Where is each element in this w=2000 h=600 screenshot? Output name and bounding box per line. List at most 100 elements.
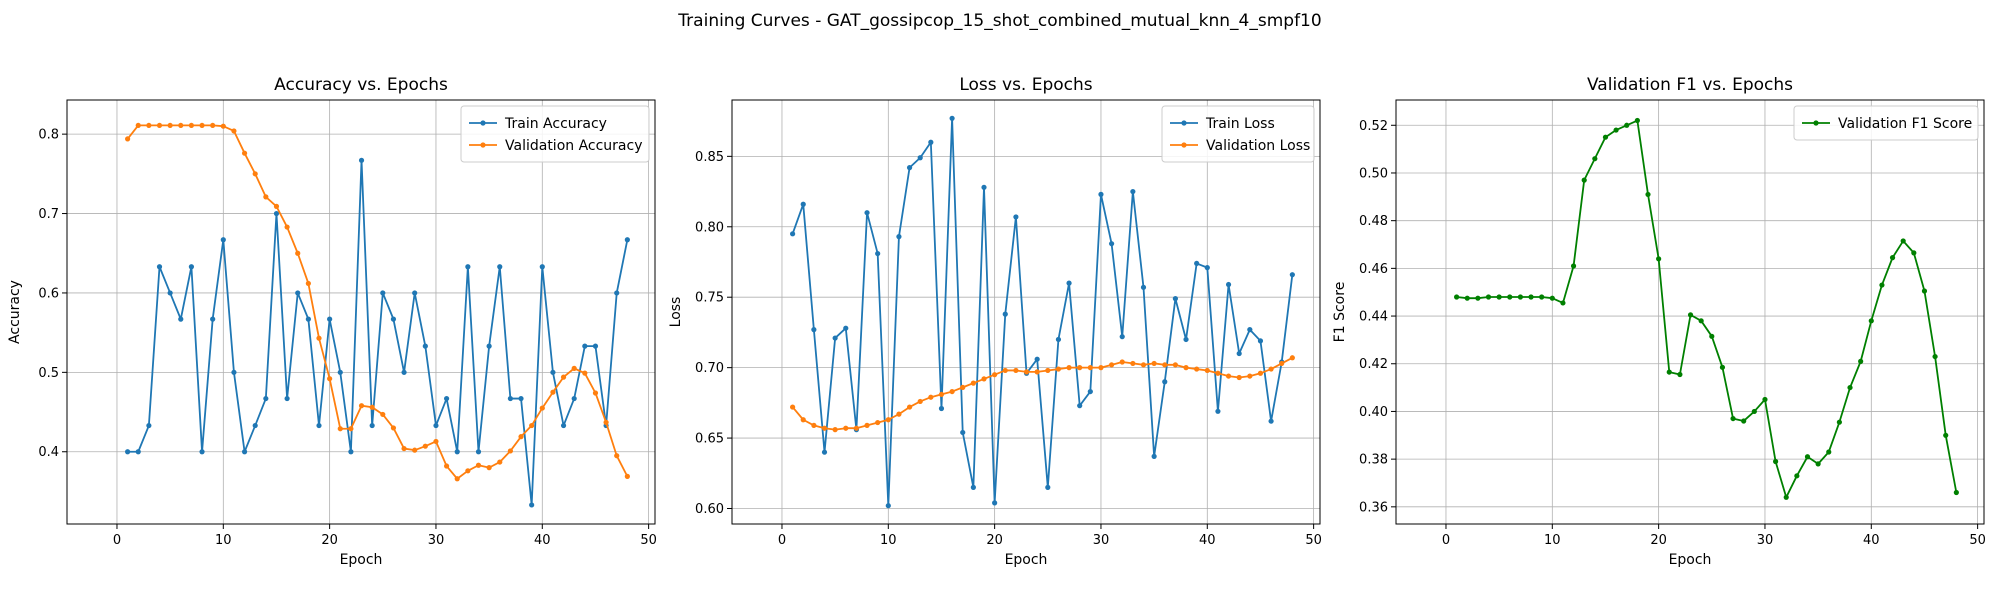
y-tick-label: 0.80 bbox=[695, 220, 724, 235]
data-point bbox=[800, 201, 806, 207]
data-point bbox=[550, 389, 556, 395]
data-point bbox=[1634, 117, 1640, 124]
data-point bbox=[241, 150, 248, 156]
data-point bbox=[125, 449, 131, 455]
legend: Train Accuracy Validation Accuracy bbox=[460, 105, 650, 163]
data-point bbox=[1183, 365, 1189, 371]
data-point bbox=[1279, 360, 1285, 367]
data-point bbox=[1172, 362, 1178, 368]
subplot-3: 0 10 20 30 40 50 0.36 0.38 0.40 0.42 0.44 0.46 0.48 0… bbox=[1332, 75, 1986, 568]
figure-title: Training Curves - GAT_gossipcop_15_shot_… bbox=[677, 11, 1321, 31]
data-point bbox=[1847, 384, 1853, 391]
x-tick-label: 10 bbox=[1544, 533, 1561, 548]
data-point bbox=[252, 171, 258, 177]
data-point bbox=[1570, 263, 1577, 269]
data-point bbox=[178, 316, 184, 322]
data-point bbox=[475, 462, 482, 468]
data-point bbox=[1289, 272, 1295, 278]
data-point bbox=[1055, 366, 1062, 372]
data-point bbox=[1108, 362, 1115, 368]
data-point bbox=[507, 395, 513, 402]
data-point bbox=[896, 411, 902, 417]
data-point bbox=[1602, 134, 1609, 140]
x-tick-label: 30 bbox=[428, 533, 445, 548]
x-tick-label: 0 bbox=[778, 533, 786, 548]
data-point bbox=[1268, 418, 1274, 424]
data-point bbox=[843, 325, 849, 331]
data-point bbox=[1225, 373, 1232, 379]
data-point bbox=[135, 122, 141, 129]
data-point bbox=[864, 422, 870, 428]
data-point bbox=[1023, 369, 1030, 375]
data-point bbox=[970, 380, 976, 386]
data-point bbox=[981, 376, 987, 382]
data-point bbox=[1002, 311, 1008, 317]
data-point bbox=[1077, 365, 1083, 371]
data-point bbox=[1257, 370, 1264, 376]
y-tick-label: 0.48 bbox=[1359, 214, 1388, 229]
data-point bbox=[422, 443, 428, 449]
data-point bbox=[284, 224, 290, 230]
data-point bbox=[885, 503, 891, 509]
data-point bbox=[1066, 365, 1072, 371]
y-tick-label: 0.46 bbox=[1359, 262, 1388, 277]
legend-marker bbox=[480, 120, 486, 126]
data-point bbox=[821, 425, 828, 431]
data-point bbox=[885, 417, 891, 423]
data-point bbox=[1953, 489, 1959, 496]
data-point bbox=[1204, 367, 1210, 374]
x-tick-label: 50 bbox=[1969, 533, 1986, 548]
data-point bbox=[1666, 369, 1672, 375]
data-point bbox=[875, 250, 881, 257]
legend-box bbox=[460, 105, 650, 163]
data-point bbox=[592, 343, 599, 349]
data-point bbox=[1687, 312, 1694, 318]
data-point bbox=[1172, 296, 1178, 302]
data-point bbox=[1645, 191, 1651, 198]
x-tick-label: 0 bbox=[113, 533, 121, 548]
data-point bbox=[821, 449, 828, 455]
data-point bbox=[1236, 350, 1242, 357]
data-point bbox=[1868, 318, 1874, 324]
data-point bbox=[125, 136, 131, 142]
data-point bbox=[518, 395, 524, 402]
legend: Train Loss Validation Loss bbox=[1161, 105, 1315, 163]
data-point bbox=[156, 264, 163, 270]
data-point bbox=[832, 427, 838, 433]
x-tick-label: 20 bbox=[321, 533, 338, 548]
data-point bbox=[369, 404, 375, 410]
data-point bbox=[1247, 327, 1253, 333]
y-tick-label: 0.44 bbox=[1359, 310, 1388, 325]
y-tick-label: 0.4 bbox=[38, 445, 59, 460]
data-point bbox=[960, 384, 966, 390]
x-axis-label: Epoch bbox=[1005, 552, 1048, 568]
data-point bbox=[603, 419, 609, 425]
data-point bbox=[875, 419, 881, 426]
data-point bbox=[327, 316, 333, 322]
data-point bbox=[529, 422, 535, 429]
data-point bbox=[1119, 334, 1125, 340]
data-point bbox=[896, 234, 902, 240]
data-point bbox=[146, 422, 152, 429]
data-point bbox=[550, 369, 556, 375]
x-tick-label: 20 bbox=[986, 533, 1003, 548]
data-point bbox=[1183, 336, 1189, 343]
data-point bbox=[454, 449, 460, 455]
data-point bbox=[1077, 403, 1083, 409]
x-tick-label: 50 bbox=[1305, 533, 1322, 548]
data-point bbox=[1804, 454, 1811, 460]
data-point bbox=[1119, 359, 1125, 365]
data-point bbox=[790, 231, 796, 237]
legend-label: Validation Accuracy bbox=[505, 138, 643, 154]
x-tick-label: 0 bbox=[1442, 533, 1450, 548]
data-point bbox=[1900, 238, 1906, 244]
y-tick-label: 0.70 bbox=[695, 361, 724, 376]
data-point bbox=[231, 369, 237, 375]
y-tick-label: 0.40 bbox=[1359, 405, 1388, 420]
data-point bbox=[1151, 453, 1157, 459]
data-point bbox=[220, 123, 226, 129]
legend-marker bbox=[480, 142, 486, 148]
data-point bbox=[981, 184, 987, 190]
data-point bbox=[273, 203, 280, 209]
data-point bbox=[1215, 370, 1221, 376]
